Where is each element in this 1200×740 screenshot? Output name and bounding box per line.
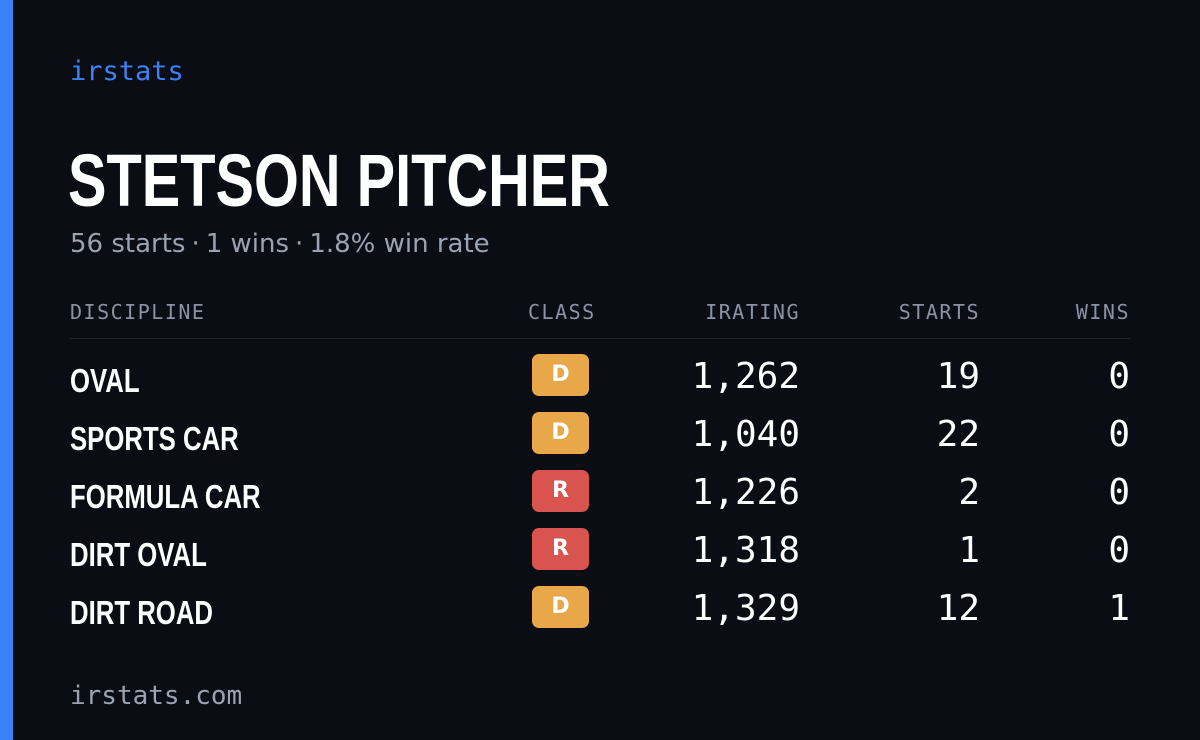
table-row: DIRT ROAD D 1,329 12 1 bbox=[70, 586, 1130, 644]
summary-separator: · bbox=[191, 229, 200, 259]
class-badge: R bbox=[532, 470, 589, 512]
class-badge: D bbox=[532, 586, 589, 628]
wins-value: 0 bbox=[1108, 356, 1130, 397]
irating-value: 1,262 bbox=[691, 356, 800, 397]
table-row: FORMULA CAR R 1,226 2 0 bbox=[70, 470, 1130, 528]
irating-value: 1,329 bbox=[691, 588, 800, 629]
header-class: CLASS bbox=[528, 300, 596, 324]
table-row: SPORTS CAR D 1,040 22 0 bbox=[70, 412, 1130, 470]
irating-value: 1,040 bbox=[691, 414, 800, 455]
starts-value: 12 bbox=[936, 588, 980, 629]
discipline-name: SPORTS CAR bbox=[70, 420, 239, 457]
accent-bar bbox=[0, 0, 13, 740]
class-badge: D bbox=[532, 354, 589, 396]
discipline-name: DIRT OVAL bbox=[70, 536, 207, 573]
discipline-name: DIRT ROAD bbox=[70, 594, 213, 631]
footer-url[interactable]: irstats.com bbox=[70, 681, 243, 711]
header-starts: STARTS bbox=[898, 300, 980, 324]
summary-separator: · bbox=[295, 229, 304, 259]
starts-value: 2 bbox=[958, 472, 980, 513]
header-irating: IRATING bbox=[705, 300, 800, 324]
irating-value: 1,226 bbox=[691, 472, 800, 513]
summary-starts: 56 starts bbox=[70, 229, 186, 259]
summary-win-rate: 1.8% win rate bbox=[309, 229, 490, 259]
wins-value: 0 bbox=[1108, 472, 1130, 513]
header-wins: WINS bbox=[1075, 300, 1130, 324]
brand-logo-text[interactable]: irstats bbox=[70, 56, 184, 87]
table-row: DIRT OVAL R 1,318 1 0 bbox=[70, 528, 1130, 586]
table-row: OVAL D 1,262 19 0 bbox=[70, 354, 1130, 412]
driver-name-title: STETSON PITCHER bbox=[68, 139, 610, 222]
header-discipline: DISCIPLINE bbox=[70, 300, 206, 324]
driver-summary: 56 starts · 1 wins · 1.8% win rate bbox=[70, 229, 490, 259]
wins-value: 0 bbox=[1108, 530, 1130, 571]
irating-value: 1,318 bbox=[691, 530, 800, 571]
wins-value: 1 bbox=[1108, 588, 1130, 629]
starts-value: 19 bbox=[936, 356, 980, 397]
table-header: DISCIPLINE CLASS IRATING STARTS WINS bbox=[70, 300, 1130, 339]
starts-value: 1 bbox=[958, 530, 980, 571]
wins-value: 0 bbox=[1108, 414, 1130, 455]
class-badge: D bbox=[532, 412, 589, 454]
discipline-name: OVAL bbox=[70, 362, 140, 399]
starts-value: 22 bbox=[936, 414, 980, 455]
discipline-name: FORMULA CAR bbox=[70, 478, 261, 515]
summary-wins: 1 wins bbox=[205, 229, 290, 259]
class-badge: R bbox=[532, 528, 589, 570]
